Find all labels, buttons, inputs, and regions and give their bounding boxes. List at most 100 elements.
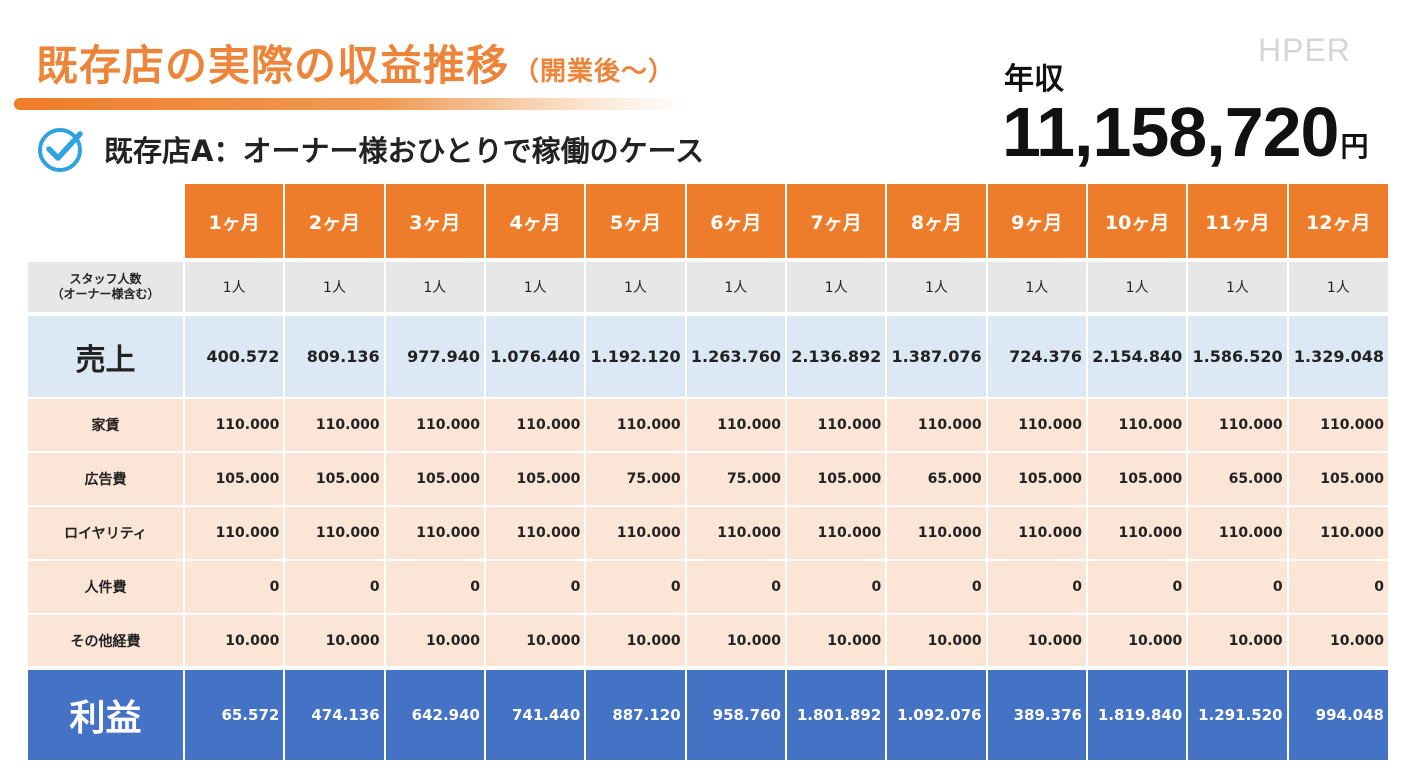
check-circle-icon <box>38 128 83 172</box>
staff-cell: 1人 <box>685 258 787 314</box>
cost-cell: 105.000 <box>284 451 386 506</box>
cost-cell: 110.000 <box>1287 397 1388 452</box>
cost-cell: 0 <box>685 559 787 614</box>
cost-cell: 105.000 <box>484 451 587 506</box>
cost-cell: 110.000 <box>986 505 1088 560</box>
annual-income-amount: 11,158,720 <box>1002 93 1339 171</box>
cost-cell: 110.000 <box>785 505 888 560</box>
month-header-cell: 8ヶ月 <box>886 184 988 260</box>
sales-cell: 1.263.760 <box>685 312 787 398</box>
staff-cell: 1人 <box>184 258 286 314</box>
month-header-cell: 5ヶ月 <box>585 184 687 260</box>
staff-cell: 1人 <box>886 258 988 314</box>
month-header-cell: 3ヶ月 <box>384 184 486 260</box>
staff-row-label: スタッフ人数 （オーナー様含む） <box>28 258 185 314</box>
profit-row-label: 利益 <box>28 666 185 760</box>
cost-cell: 0 <box>986 559 1088 614</box>
cost-cell: 10.000 <box>384 613 486 668</box>
cost-cell: 10.000 <box>785 613 888 668</box>
annual-income-value: 11,158,720円 <box>1002 92 1369 172</box>
staff-cell: 1人 <box>585 258 687 314</box>
month-header-cell: 12ヶ月 <box>1287 184 1388 260</box>
staff-row: スタッフ人数 （オーナー様含む） 1人 1人 1人 1人 1人 1人 1人 1人 1人 1人 1人 1人 <box>28 258 1388 314</box>
annual-income-label: 年収 <box>1004 62 1064 97</box>
cost-cell: 110.000 <box>685 397 787 452</box>
sales-cell: 1.586.520 <box>1187 312 1289 398</box>
cost-cell: 110.000 <box>284 505 386 560</box>
cost-cell: 105.000 <box>785 451 888 506</box>
profit-cell: 994.048 <box>1287 666 1388 760</box>
sales-row-label: 売上 <box>28 312 185 398</box>
profit-cell: 389.376 <box>986 666 1088 760</box>
cost-cell: 110.000 <box>284 397 386 452</box>
cost-cell: 110.000 <box>886 397 988 452</box>
cost-cell: 10.000 <box>886 613 988 668</box>
cost-cell: 65.000 <box>1187 451 1289 506</box>
cost-cell: 10.000 <box>284 613 386 668</box>
cost-cell: 110.000 <box>184 505 286 560</box>
annual-income-unit: 円 <box>1340 131 1368 162</box>
page-title: 既存店の実際の収益推移 （開業後～） <box>36 32 675 93</box>
cost-cell: 0 <box>384 559 486 614</box>
profit-cell: 741.440 <box>484 666 587 760</box>
cost-cell: 110.000 <box>886 505 988 560</box>
cost-row-label: ロイヤリティ <box>28 505 185 560</box>
cost-cell: 110.000 <box>1187 505 1289 560</box>
case-subheading: 既存店A：オーナー様おひとりで稼働のケース <box>36 124 704 174</box>
cost-cell: 0 <box>1187 559 1289 614</box>
sales-cell: 809.136 <box>284 312 386 398</box>
cost-row-label: 人件費 <box>28 559 185 614</box>
case-subheading-text: 既存店A：オーナー様おひとりで稼働のケース <box>104 134 705 168</box>
cost-cell: 0 <box>184 559 286 614</box>
month-header-cell: 1ヶ月 <box>184 184 286 260</box>
month-header-row: 1ヶ月 2ヶ月 3ヶ月 4ヶ月 5ヶ月 6ヶ月 7ヶ月 8ヶ月 9ヶ月 10ヶ月 11ヶ月 12ヶ月 <box>28 184 1388 260</box>
cost-cell: 10.000 <box>1086 613 1189 668</box>
cost-row-label: 家賃 <box>28 397 185 452</box>
cost-cell: 10.000 <box>1287 613 1388 668</box>
cost-cell: 110.000 <box>384 505 486 560</box>
cost-cell: 110.000 <box>1086 397 1189 452</box>
staff-cell: 1人 <box>986 258 1088 314</box>
month-header-cell: 9ヶ月 <box>986 184 1088 260</box>
profit-cell: 1.291.520 <box>1187 666 1289 760</box>
cost-row: 家賃 110.000 110.000 110.000 110.000 110.000 110… <box>28 397 1388 452</box>
cost-row-label: 広告費 <box>28 451 185 506</box>
cost-cell: 110.000 <box>484 397 587 452</box>
sales-cell: 1.076.440 <box>484 312 587 398</box>
sales-cell: 724.376 <box>986 312 1088 398</box>
staff-cell: 1人 <box>1086 258 1189 314</box>
cost-cell: 105.000 <box>384 451 486 506</box>
staff-cell: 1人 <box>384 258 486 314</box>
profit-cell: 1.092.076 <box>886 666 988 760</box>
cost-cell: 0 <box>484 559 587 614</box>
page-title-sub: （開業後～） <box>513 57 676 87</box>
cost-cell: 110.000 <box>685 505 787 560</box>
revenue-table: 1ヶ月 2ヶ月 3ヶ月 4ヶ月 5ヶ月 6ヶ月 7ヶ月 8ヶ月 9ヶ月 10ヶ月 11ヶ月 12ヶ月 … <box>28 184 1388 760</box>
staff-cell: 1人 <box>1287 258 1388 314</box>
cost-row-label: その他経費 <box>28 613 185 668</box>
month-header-cell: 11ヶ月 <box>1187 184 1289 260</box>
cost-cell: 10.000 <box>484 613 587 668</box>
cost-cell: 110.000 <box>184 397 286 452</box>
page-title-main: 既存店の実際の収益推移 <box>36 41 510 90</box>
cost-cell: 75.000 <box>585 451 687 506</box>
cost-cell: 105.000 <box>986 451 1088 506</box>
title-underline <box>14 98 686 110</box>
cost-row: その他経費 10.000 10.000 10.000 10.000 10.000 10.00… <box>28 613 1388 668</box>
profit-cell: 642.940 <box>384 666 486 760</box>
cost-cell: 0 <box>785 559 888 614</box>
sales-cell: 2.154.840 <box>1086 312 1189 398</box>
cost-cell: 75.000 <box>685 451 787 506</box>
sales-cell: 977.940 <box>384 312 486 398</box>
sales-row: 売上 400.572 809.136 977.940 1.076.440 1.192.1… <box>28 312 1388 398</box>
profit-cell: 958.760 <box>685 666 787 760</box>
cost-cell: 10.000 <box>184 613 286 668</box>
cost-cell: 110.000 <box>585 505 687 560</box>
sales-cell: 1.329.048 <box>1287 312 1388 398</box>
profit-cell: 65.572 <box>184 666 286 760</box>
cost-cell: 105.000 <box>1086 451 1189 506</box>
sales-cell: 1.387.076 <box>886 312 988 398</box>
staff-label-line2: （オーナー様含む） <box>51 287 160 301</box>
profit-cell: 887.120 <box>585 666 687 760</box>
cost-cell: 110.000 <box>384 397 486 452</box>
